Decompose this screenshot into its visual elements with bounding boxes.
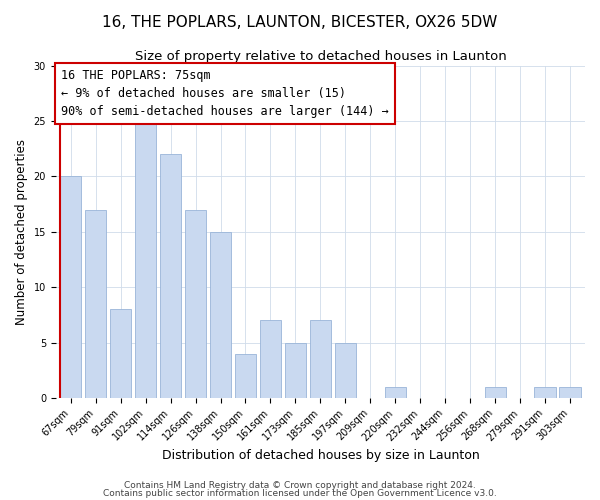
Bar (485, 387, 506, 398)
Bar (235, 354, 256, 398)
Bar (260, 320, 281, 398)
Bar (535, 387, 556, 398)
Bar (310, 320, 331, 398)
Bar (210, 232, 231, 398)
Bar (185, 210, 206, 398)
Text: 16 THE POPLARS: 75sqm
← 9% of detached houses are smaller (15)
90% of semi-detac: 16 THE POPLARS: 75sqm ← 9% of detached h… (61, 69, 389, 118)
Bar (285, 342, 306, 398)
Bar (135, 121, 156, 398)
Bar (160, 154, 181, 398)
Title: Size of property relative to detached houses in Launton: Size of property relative to detached ho… (134, 50, 506, 63)
Bar (559, 387, 581, 398)
Text: Contains HM Land Registry data © Crown copyright and database right 2024.: Contains HM Land Registry data © Crown c… (124, 481, 476, 490)
Text: 16, THE POPLARS, LAUNTON, BICESTER, OX26 5DW: 16, THE POPLARS, LAUNTON, BICESTER, OX26… (103, 15, 497, 30)
X-axis label: Distribution of detached houses by size in Launton: Distribution of detached houses by size … (161, 450, 479, 462)
Bar (85, 210, 106, 398)
Bar (110, 310, 131, 398)
Y-axis label: Number of detached properties: Number of detached properties (15, 138, 28, 324)
Bar (385, 387, 406, 398)
Bar (335, 342, 356, 398)
Text: Contains public sector information licensed under the Open Government Licence v3: Contains public sector information licen… (103, 488, 497, 498)
Bar (60, 176, 82, 398)
